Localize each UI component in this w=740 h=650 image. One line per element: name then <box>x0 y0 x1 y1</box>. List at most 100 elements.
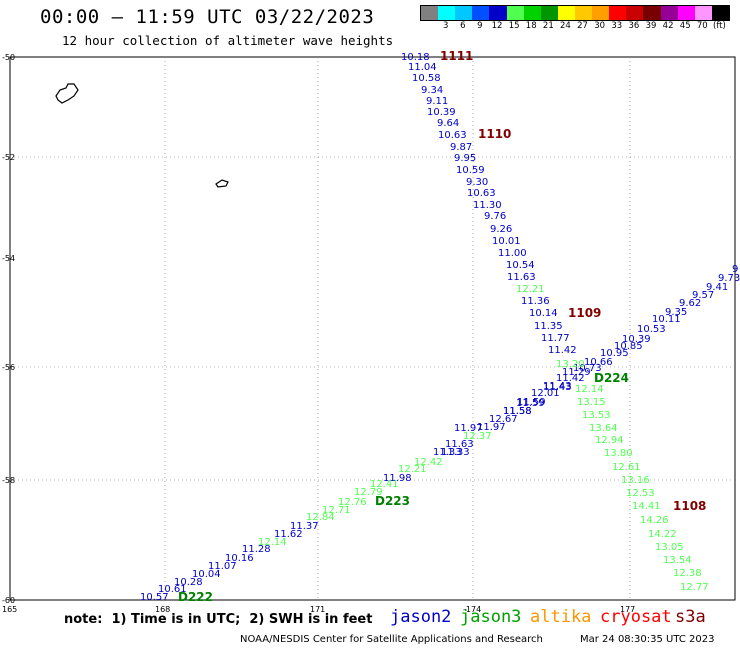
credit-text: NOAA/NESDIS Center for Satellite Applica… <box>240 634 543 645</box>
swh-value: 11.07 <box>208 561 237 572</box>
colorbar-tick-label: 6 <box>460 21 466 31</box>
swh-value: 11.63 <box>445 439 474 450</box>
swh-value: 11.63 <box>507 272 536 283</box>
lat-label: -56 <box>2 363 15 372</box>
swh-value: 12.77 <box>680 582 709 593</box>
swh-value: 13.54 <box>663 555 692 566</box>
page-title: 00:00 – 11:59 UTC 03/22/2023 <box>40 6 375 28</box>
swh-value: 11.98 <box>383 473 412 484</box>
swh-value: 11.33 <box>433 447 462 458</box>
swh-value: 9 <box>732 264 738 275</box>
colorbar-tick-label: 9 <box>477 21 483 31</box>
swh-value: 9.26 <box>490 224 512 235</box>
swh-value: 10.01 <box>492 236 521 247</box>
swh-value: 12.79 <box>354 487 383 498</box>
swh-value: 11.59 <box>517 397 546 408</box>
swh-value: 11.43 <box>543 382 572 393</box>
swh-value: 10.16 <box>225 553 254 564</box>
swh-value: 11.97 <box>477 422 506 433</box>
legend-cryosat: cryosat <box>600 607 672 627</box>
swh-value: 12.37 <box>463 431 492 442</box>
swh-value: 12.94 <box>595 435 624 446</box>
swh-value: 11.97 <box>454 423 483 434</box>
lon-label: 165 <box>2 605 17 614</box>
swh-value: 11.28 <box>242 544 271 555</box>
swh-value: 10.73 <box>573 363 602 374</box>
swh-value: 11.36 <box>521 296 550 307</box>
swh-value: 10.18 <box>401 52 430 63</box>
lon-label: -174 <box>463 605 481 614</box>
track-id-label: 1111 <box>440 49 473 63</box>
swh-value: 11.42 <box>548 345 577 356</box>
swh-value: 10.53 <box>637 324 666 335</box>
swh-value: 9.73 <box>718 273 740 284</box>
swh-value: 12.41 <box>370 479 399 490</box>
swh-value: 13.53 <box>582 410 611 421</box>
swh-value: 12.21 <box>516 284 545 295</box>
lat-label: -54 <box>2 254 15 263</box>
lat-label: -52 <box>2 153 15 162</box>
track-id-label: 1109 <box>568 306 601 320</box>
swh-value: 9.35 <box>665 307 687 318</box>
lon-label: 171 <box>310 605 325 614</box>
swh-value: 9.64 <box>437 118 459 129</box>
colorbar-swatch <box>438 6 456 20</box>
colorbar-swatch <box>472 6 490 20</box>
swh-value: 9.95 <box>454 153 476 164</box>
swh-value: 10.66 <box>584 357 613 368</box>
colorbar-swatch <box>540 6 558 20</box>
page-subtitle: 12 hour collection of altimeter wave hei… <box>62 33 394 48</box>
colorbar-swatch <box>694 6 712 20</box>
swh-value: 11.04 <box>408 62 437 73</box>
swh-value: 12.84 <box>306 512 335 523</box>
colorbar-swatch <box>523 6 541 20</box>
track-id-label: 1110 <box>478 127 511 141</box>
swh-value: 11.35 <box>534 321 563 332</box>
island-outline <box>55 83 79 104</box>
swh-value: 12.01 <box>531 388 560 399</box>
island-outline <box>215 179 229 188</box>
swh-value: 10.14 <box>529 308 558 319</box>
colorbar-tick-label: 15 <box>508 21 520 31</box>
swh-value: 10.57 <box>140 592 169 603</box>
colorbar-swatch <box>609 6 627 20</box>
colorbar <box>420 5 730 21</box>
footnote: note: 1) Time is in UTC; 2) SWH is in fe… <box>64 612 373 627</box>
lon-label: 168 <box>155 605 170 614</box>
swh-value: 10.39 <box>427 107 456 118</box>
map-frame <box>9 56 736 601</box>
track-id-label: D222 <box>178 590 213 604</box>
colorbar-tick-label: 18 <box>525 21 537 31</box>
swh-value: 10.95 <box>600 348 629 359</box>
colorbar-tick-label: 27 <box>577 21 588 31</box>
swh-value: 10.63 <box>467 188 496 199</box>
swh-value: 13.16 <box>621 475 650 486</box>
swh-value: 14.22 <box>648 529 677 540</box>
colorbar-swatch <box>677 6 695 20</box>
swh-value: 12.38 <box>673 568 702 579</box>
colorbar-tick-label: 33 <box>611 21 623 31</box>
swh-value: 9.57 <box>692 290 714 301</box>
swh-value: 11.62 <box>274 529 303 540</box>
colorbar-tick-label: 30 <box>594 21 606 31</box>
swh-value: 11.37 <box>290 521 319 532</box>
colorbar-tick-label: 45 <box>679 21 691 31</box>
lon-label: 177 <box>620 605 635 614</box>
swh-value: 10.63 <box>438 130 467 141</box>
swh-value: 10.04 <box>192 569 221 580</box>
swh-value: 13.80 <box>604 448 633 459</box>
swh-value: 13.05 <box>655 542 684 553</box>
swh-value: 10.11 <box>652 314 681 325</box>
swh-value: 12.21 <box>398 464 427 475</box>
colorbar-swatch <box>506 6 524 20</box>
swh-value: 10.58 <box>412 73 441 84</box>
swh-value: 9.62 <box>679 298 701 309</box>
swh-value: 11.59 <box>516 398 545 409</box>
swh-value: 13.64 <box>589 423 618 434</box>
colorbar-swatch <box>421 6 439 20</box>
colorbar-swatch <box>660 6 678 20</box>
timestamp-text: Mar 24 08:30:35 UTC 2023 <box>580 634 715 645</box>
swh-value: 10.85 <box>614 341 643 352</box>
swh-value: 9.34 <box>421 85 443 96</box>
